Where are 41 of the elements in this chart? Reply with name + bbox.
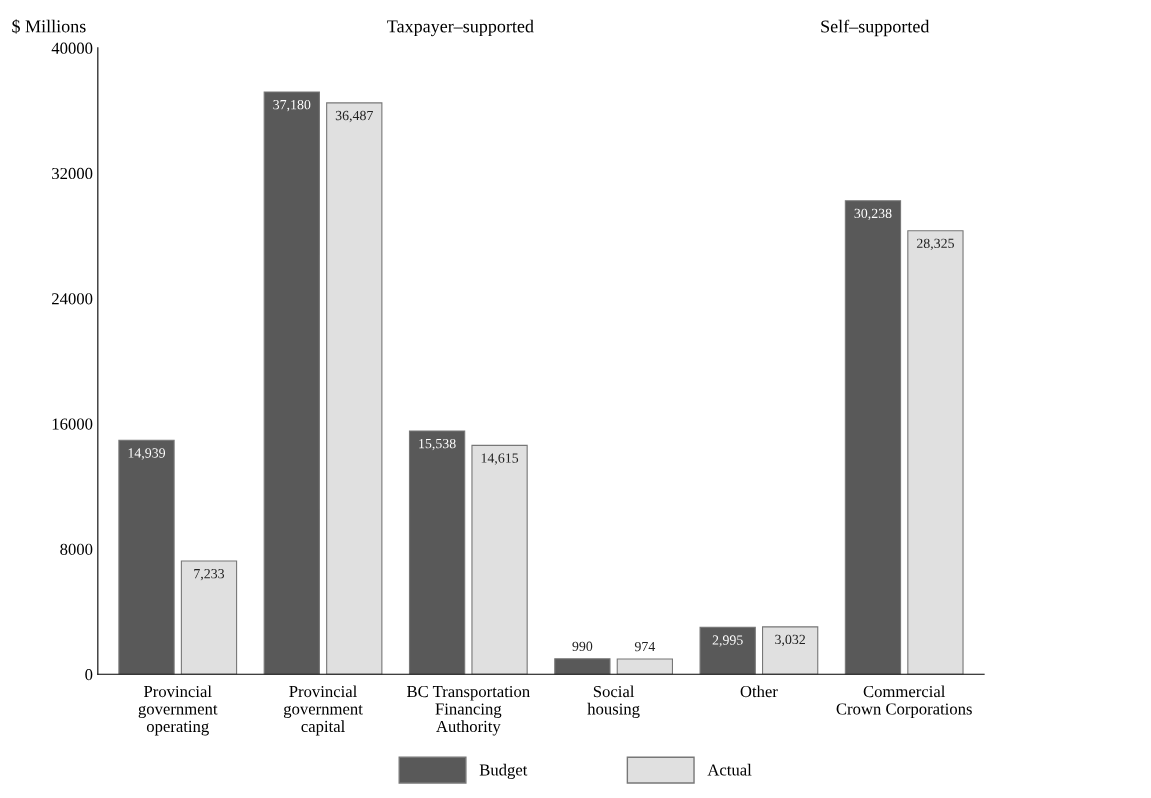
data-label: 7,233 xyxy=(194,568,225,581)
y-tick-label: 16000 xyxy=(52,418,93,430)
legend-label: Actual xyxy=(707,763,752,776)
data-label: 974 xyxy=(634,641,656,652)
text: Self–supported xyxy=(821,19,930,37)
text: Taxpayer–supported xyxy=(387,19,534,37)
bar xyxy=(699,626,756,675)
x-tick-label: Provincial government capital xyxy=(283,685,363,736)
y-tick-label: 0 xyxy=(85,669,93,681)
x-tick-label: Commercial Crown Corporations xyxy=(836,685,972,718)
data-label: 2,995 xyxy=(712,635,743,647)
data-label: 14,615 xyxy=(481,453,519,465)
data-label: 14,939 xyxy=(128,448,166,460)
bar xyxy=(471,444,528,675)
y-tick-label: 8000 xyxy=(60,543,93,555)
legend-label: Budget xyxy=(479,763,528,780)
x-tick-label: Other xyxy=(740,685,778,698)
y-axis-title: $ Millions xyxy=(12,19,86,34)
bar xyxy=(118,439,175,675)
bar xyxy=(616,658,674,675)
bar xyxy=(844,200,902,675)
bar xyxy=(761,626,819,675)
data-label: 990 xyxy=(572,641,593,651)
data-label: 15,538 xyxy=(419,438,456,451)
bar xyxy=(907,230,964,675)
data-label: 36,487 xyxy=(335,110,373,123)
bar xyxy=(554,658,611,675)
x-tick-label: BC Transportation Financing Authority xyxy=(406,685,530,736)
bar xyxy=(408,430,466,675)
data-label: 28,325 xyxy=(916,238,954,251)
data-label: 37,180 xyxy=(273,99,311,112)
y-tick-label: 40000 xyxy=(51,42,93,54)
data-label: 3,032 xyxy=(775,634,805,647)
x-tick-label: Provincial government operating xyxy=(138,685,218,736)
bar xyxy=(180,560,238,675)
y-tick-label: 32000 xyxy=(52,167,93,180)
data-label: 30,238 xyxy=(854,208,892,221)
bar xyxy=(326,102,383,675)
x-tick-label: Social housing xyxy=(587,685,640,719)
bar xyxy=(263,91,320,675)
y-tick-label: 24000 xyxy=(52,293,93,305)
